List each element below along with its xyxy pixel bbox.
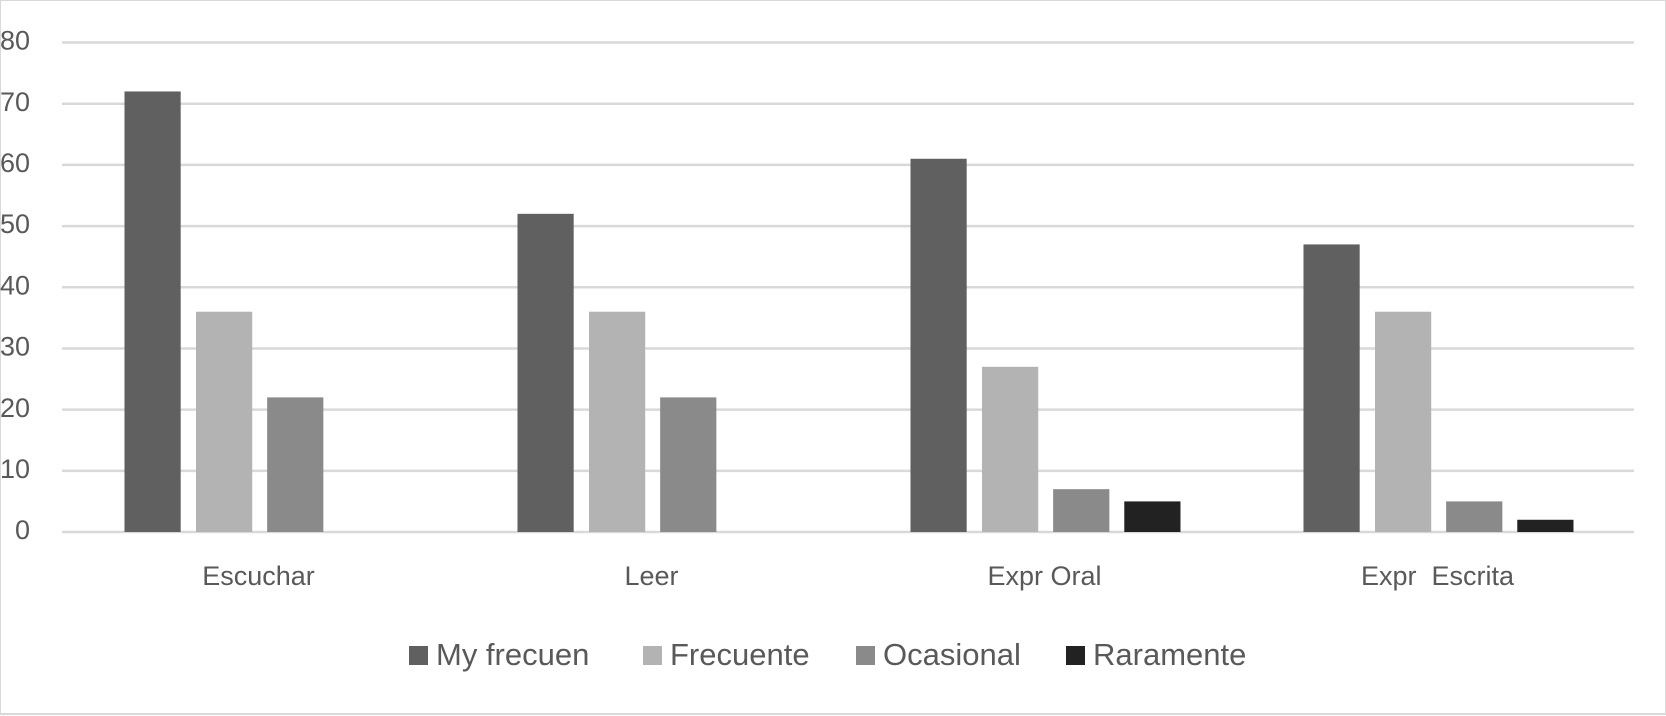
bar bbox=[660, 397, 717, 532]
bar bbox=[1517, 519, 1574, 532]
legend-swatch bbox=[643, 646, 662, 665]
bar bbox=[1124, 501, 1181, 532]
bar bbox=[910, 158, 967, 532]
bar bbox=[1446, 501, 1503, 532]
legend-label: My frecuen bbox=[436, 637, 589, 672]
x-tick-label: Escuchar bbox=[202, 561, 315, 591]
x-tick-label: Expr Escrita bbox=[1361, 561, 1515, 591]
y-tick-label: 50 bbox=[0, 209, 30, 239]
bar bbox=[1375, 311, 1432, 532]
y-tick-label: 20 bbox=[0, 393, 30, 423]
legend-swatch bbox=[1066, 646, 1085, 665]
bar bbox=[196, 311, 253, 532]
bar bbox=[267, 397, 324, 532]
x-tick-label: Expr Oral bbox=[987, 561, 1101, 591]
y-tick-label: 70 bbox=[0, 87, 30, 117]
bar bbox=[1303, 244, 1360, 532]
bar bbox=[589, 311, 646, 532]
legend-label: Ocasional bbox=[883, 637, 1021, 672]
y-tick-label: 0 bbox=[15, 515, 30, 545]
legend-label: Frecuente bbox=[670, 637, 810, 672]
x-tick-label: Leer bbox=[624, 561, 678, 591]
bar bbox=[1053, 489, 1110, 532]
y-tick-label: 30 bbox=[0, 332, 30, 362]
y-tick-label: 10 bbox=[0, 454, 30, 484]
y-tick-label: 80 bbox=[0, 26, 30, 56]
legend-label: Raramente bbox=[1093, 637, 1246, 672]
y-tick-label: 60 bbox=[0, 148, 30, 178]
bar bbox=[517, 213, 574, 532]
legend-swatch bbox=[856, 646, 875, 665]
y-tick-label: 40 bbox=[0, 270, 30, 300]
legend-swatch bbox=[409, 646, 428, 665]
bar bbox=[982, 366, 1039, 532]
bar bbox=[124, 91, 181, 532]
